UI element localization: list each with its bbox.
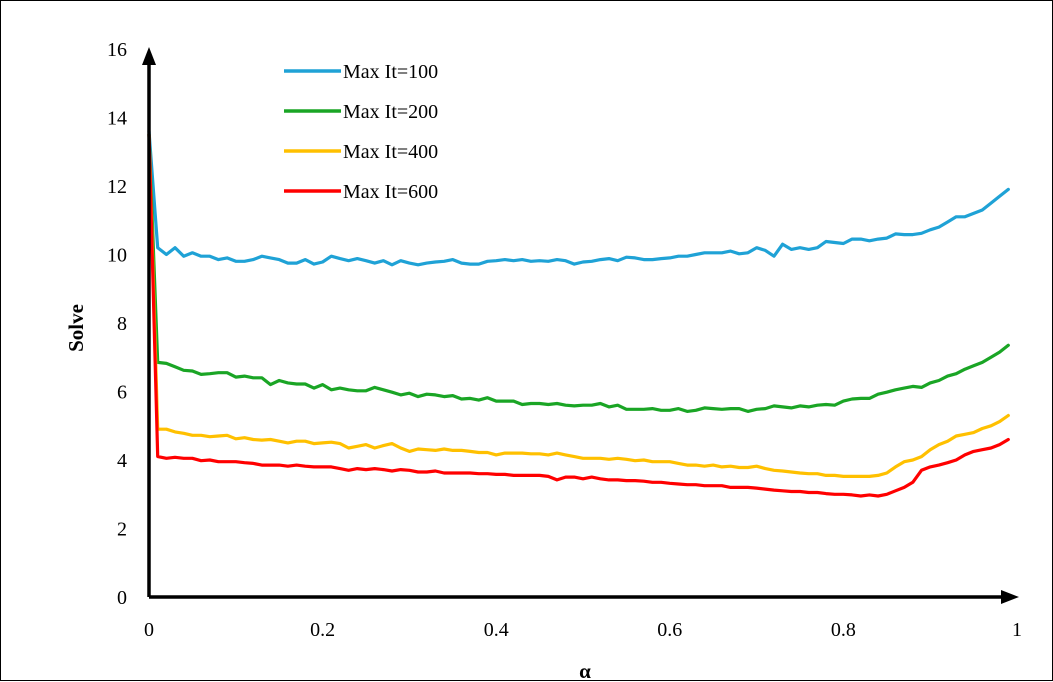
- legend-item: Max It=200: [284, 101, 438, 123]
- legend-label: Max It=400: [343, 141, 438, 163]
- series-line-4: [147, 133, 1010, 498]
- y-tick-label: 0: [117, 587, 127, 609]
- y-tick-label: 8: [117, 313, 127, 335]
- x-axis-title: α: [579, 659, 591, 682]
- x-tick-label: 1: [1012, 619, 1022, 641]
- ticks-layer: 0 2 4 6 8 10 12 14 16 0 0.2 0.4 0.6 0.8 1: [107, 39, 1022, 641]
- y-tick-label: 14: [107, 108, 127, 130]
- series-line-2: [147, 133, 1010, 413]
- legend-item: Max It=100: [284, 61, 438, 83]
- y-tick-label: 4: [117, 450, 127, 472]
- legend-label: Max It=200: [343, 101, 438, 123]
- legend-item: Max It=400: [284, 141, 438, 163]
- y-axis-arrow: [142, 47, 156, 65]
- x-tick-label: 0.4: [484, 619, 509, 641]
- y-tick-label: 12: [107, 176, 127, 198]
- x-tick-label: 0: [144, 619, 154, 641]
- x-tick-label: 0.2: [310, 619, 335, 641]
- legend-label: Max It=600: [343, 181, 438, 203]
- legend-label: Max It=100: [343, 61, 438, 83]
- y-tick-label: 16: [107, 39, 127, 61]
- x-tick-label: 0.6: [657, 619, 682, 641]
- y-tick-label: 10: [107, 245, 127, 267]
- series-line-1: [147, 129, 1010, 267]
- y-tick-label: 6: [117, 382, 127, 404]
- x-axis-arrow: [1001, 590, 1019, 604]
- legend-item: Max It=600: [284, 181, 438, 203]
- x-tick-label: 0.8: [831, 619, 856, 641]
- y-tick-label: 2: [117, 519, 127, 541]
- series-line-3: [147, 133, 1010, 478]
- axes-layer: [142, 47, 1019, 604]
- legend: Max It=100 Max It=200 Max It=400 Max It=600: [284, 61, 438, 203]
- series-layer: [147, 129, 1010, 498]
- y-axis-title: Solve: [64, 304, 88, 352]
